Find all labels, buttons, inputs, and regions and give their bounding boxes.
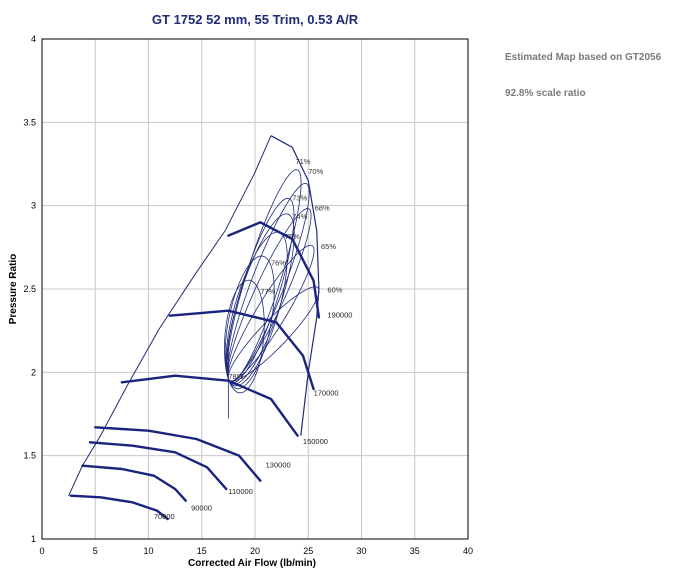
speed-line xyxy=(227,221,321,319)
speed-line-label: 170000 xyxy=(314,389,339,398)
speed-line-label: 130000 xyxy=(266,460,291,469)
y-tick-label: 2 xyxy=(31,367,36,377)
y-axis-label: Pressure Ratio xyxy=(8,254,19,325)
speed-line xyxy=(81,464,187,502)
efficiency-label: 70% xyxy=(308,167,323,176)
speed-line-label: 70000 xyxy=(154,512,175,521)
x-tick-label: 35 xyxy=(410,546,420,556)
x-tick-label: 20 xyxy=(250,546,260,556)
speed-line-label: 150000 xyxy=(303,437,328,446)
x-tick-label: 5 xyxy=(93,546,98,556)
compressor-map: 60% 65% 68% 70%71% 73% 74% 75% 76% 77% 78% 70000 90… xyxy=(68,135,352,521)
efficiency-label: 60% xyxy=(327,285,342,294)
efficiency-label: 77% xyxy=(260,287,275,296)
x-tick-label: 0 xyxy=(39,546,44,556)
chart-title: GT 1752 52 mm, 55 Trim, 0.53 A/R xyxy=(152,12,359,27)
speed-line xyxy=(69,494,169,521)
y-tick-label: 1.5 xyxy=(23,451,36,461)
y-tick-labels: 1 1.5 2 2.5 3 3.5 4 xyxy=(23,34,36,544)
y-tick-label: 3.5 xyxy=(23,117,36,127)
x-tick-labels: 0 5 10 15 20 25 30 35 40 xyxy=(39,546,473,556)
plot-frame xyxy=(41,38,469,540)
x-axis-label: Corrected Air Flow (lb/min) xyxy=(188,558,316,569)
x-tick-label: 15 xyxy=(197,546,207,556)
efficiency-label: 68% xyxy=(315,204,330,213)
speed-line-label: 110000 xyxy=(228,487,252,496)
speed-line xyxy=(94,426,262,482)
speed-line xyxy=(88,441,228,491)
speed-line-label: 190000 xyxy=(327,310,352,319)
speed-line xyxy=(120,374,299,437)
x-tick-label: 10 xyxy=(143,546,153,556)
x-tick-label: 30 xyxy=(356,546,366,556)
side-note-base-map: Estimated Map based on GT2056 xyxy=(505,52,662,63)
speed-line xyxy=(168,309,315,391)
efficiency-label: 65% xyxy=(321,242,336,251)
surge-line xyxy=(68,135,272,496)
x-tick-label: 40 xyxy=(463,546,473,556)
efficiency-label: 74% xyxy=(292,212,307,221)
y-tick-label: 1 xyxy=(31,534,36,544)
efficiency-label: 78% xyxy=(228,372,243,381)
efficiency-label: 75% xyxy=(285,232,300,241)
efficiency-label: 71% xyxy=(295,157,310,166)
y-tick-label: 3 xyxy=(31,201,36,211)
speed-line-label: 90000 xyxy=(191,504,212,513)
side-note-scale-ratio: 92.8% scale ratio xyxy=(505,88,586,99)
x-tick-label: 25 xyxy=(303,546,313,556)
choke-line xyxy=(270,135,320,436)
y-tick-label: 2.5 xyxy=(23,284,36,294)
y-tick-label: 4 xyxy=(31,34,36,44)
efficiency-label: 73% xyxy=(292,194,307,203)
efficiency-label: 76% xyxy=(271,259,286,268)
